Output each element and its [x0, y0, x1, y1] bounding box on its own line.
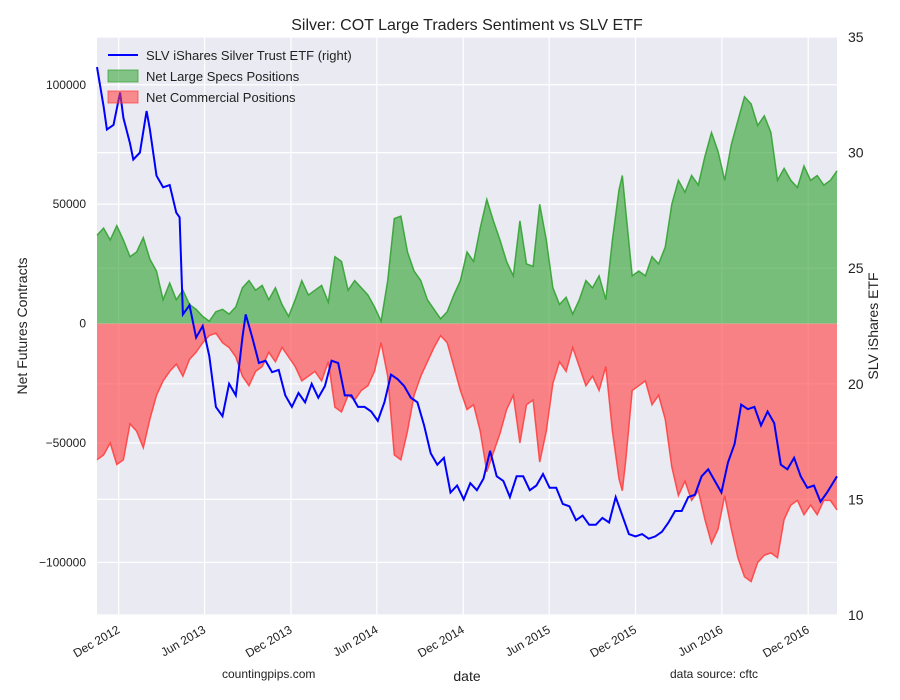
area-edge-line-1: [96, 95, 838, 324]
y-right-tick-label: 30: [848, 145, 864, 161]
y-right-tick-label: 15: [848, 491, 864, 507]
x-tick-label: Dec 2015: [587, 622, 639, 660]
y-right-tick-label: 20: [848, 376, 864, 392]
legend-label-slv: SLV iShares Silver Trust ETF (right): [146, 48, 352, 63]
series-line-0: [96, 66, 838, 540]
chart-title: Silver: COT Large Traders Sentiment vs S…: [291, 17, 643, 34]
x-axis-title: date: [453, 668, 480, 684]
y-right-tick-label: 10: [848, 607, 864, 623]
area-fill-2: [97, 323, 837, 582]
x-tick-label: Dec 2016: [760, 622, 812, 660]
left-axis-tick-labels: 100000 50000 0 −50000 −100000: [39, 78, 86, 570]
line-series-layer: [96, 66, 838, 540]
y-right-tick-label: 35: [848, 29, 864, 45]
area-edge-line-2: [96, 332, 838, 583]
legend: SLV iShares Silver Trust ETF (right) Net…: [107, 48, 352, 105]
right-axis-tick-labels: 35 30 25 20 15 10: [848, 29, 864, 623]
x-tick-label: Jun 2015: [503, 622, 553, 659]
x-tick-label: Dec 2012: [71, 622, 123, 660]
x-tick-label: Dec 2013: [243, 622, 295, 660]
y-left-tick-label: 50000: [53, 197, 87, 211]
area-fill-1: [97, 96, 837, 324]
y-right-tick-label: 25: [848, 260, 864, 276]
y-axis-right-title: SLV iShares ETF: [865, 272, 881, 379]
x-axis-tick-labels: Dec 2012 Jun 2013 Dec 2013 Jun 2014 Dec 2014…: [71, 622, 812, 660]
legend-red-swatch: [107, 90, 139, 104]
x-tick-label: Jun 2014: [331, 622, 381, 659]
y-left-tick-label: 100000: [46, 78, 86, 92]
y-left-tick-label: 0: [79, 317, 86, 331]
x-tick-label: Jun 2016: [676, 622, 726, 659]
legend-label-commercial: Net Commercial Positions: [146, 90, 296, 105]
x-tick-label: Jun 2013: [158, 622, 208, 659]
area-series-layer: [96, 95, 838, 583]
y-left-tick-label: −100000: [39, 555, 86, 569]
legend-label-specs: Net Large Specs Positions: [146, 69, 300, 84]
footer-source-right: data source: cftc: [670, 667, 758, 681]
y-axis-left-title: Net Futures Contracts: [14, 258, 30, 395]
footer-source-left: countingpips.com: [222, 667, 315, 681]
y-left-tick-label: −50000: [46, 436, 87, 450]
x-tick-label: Dec 2014: [415, 622, 467, 660]
legend-green-swatch: [107, 69, 139, 83]
